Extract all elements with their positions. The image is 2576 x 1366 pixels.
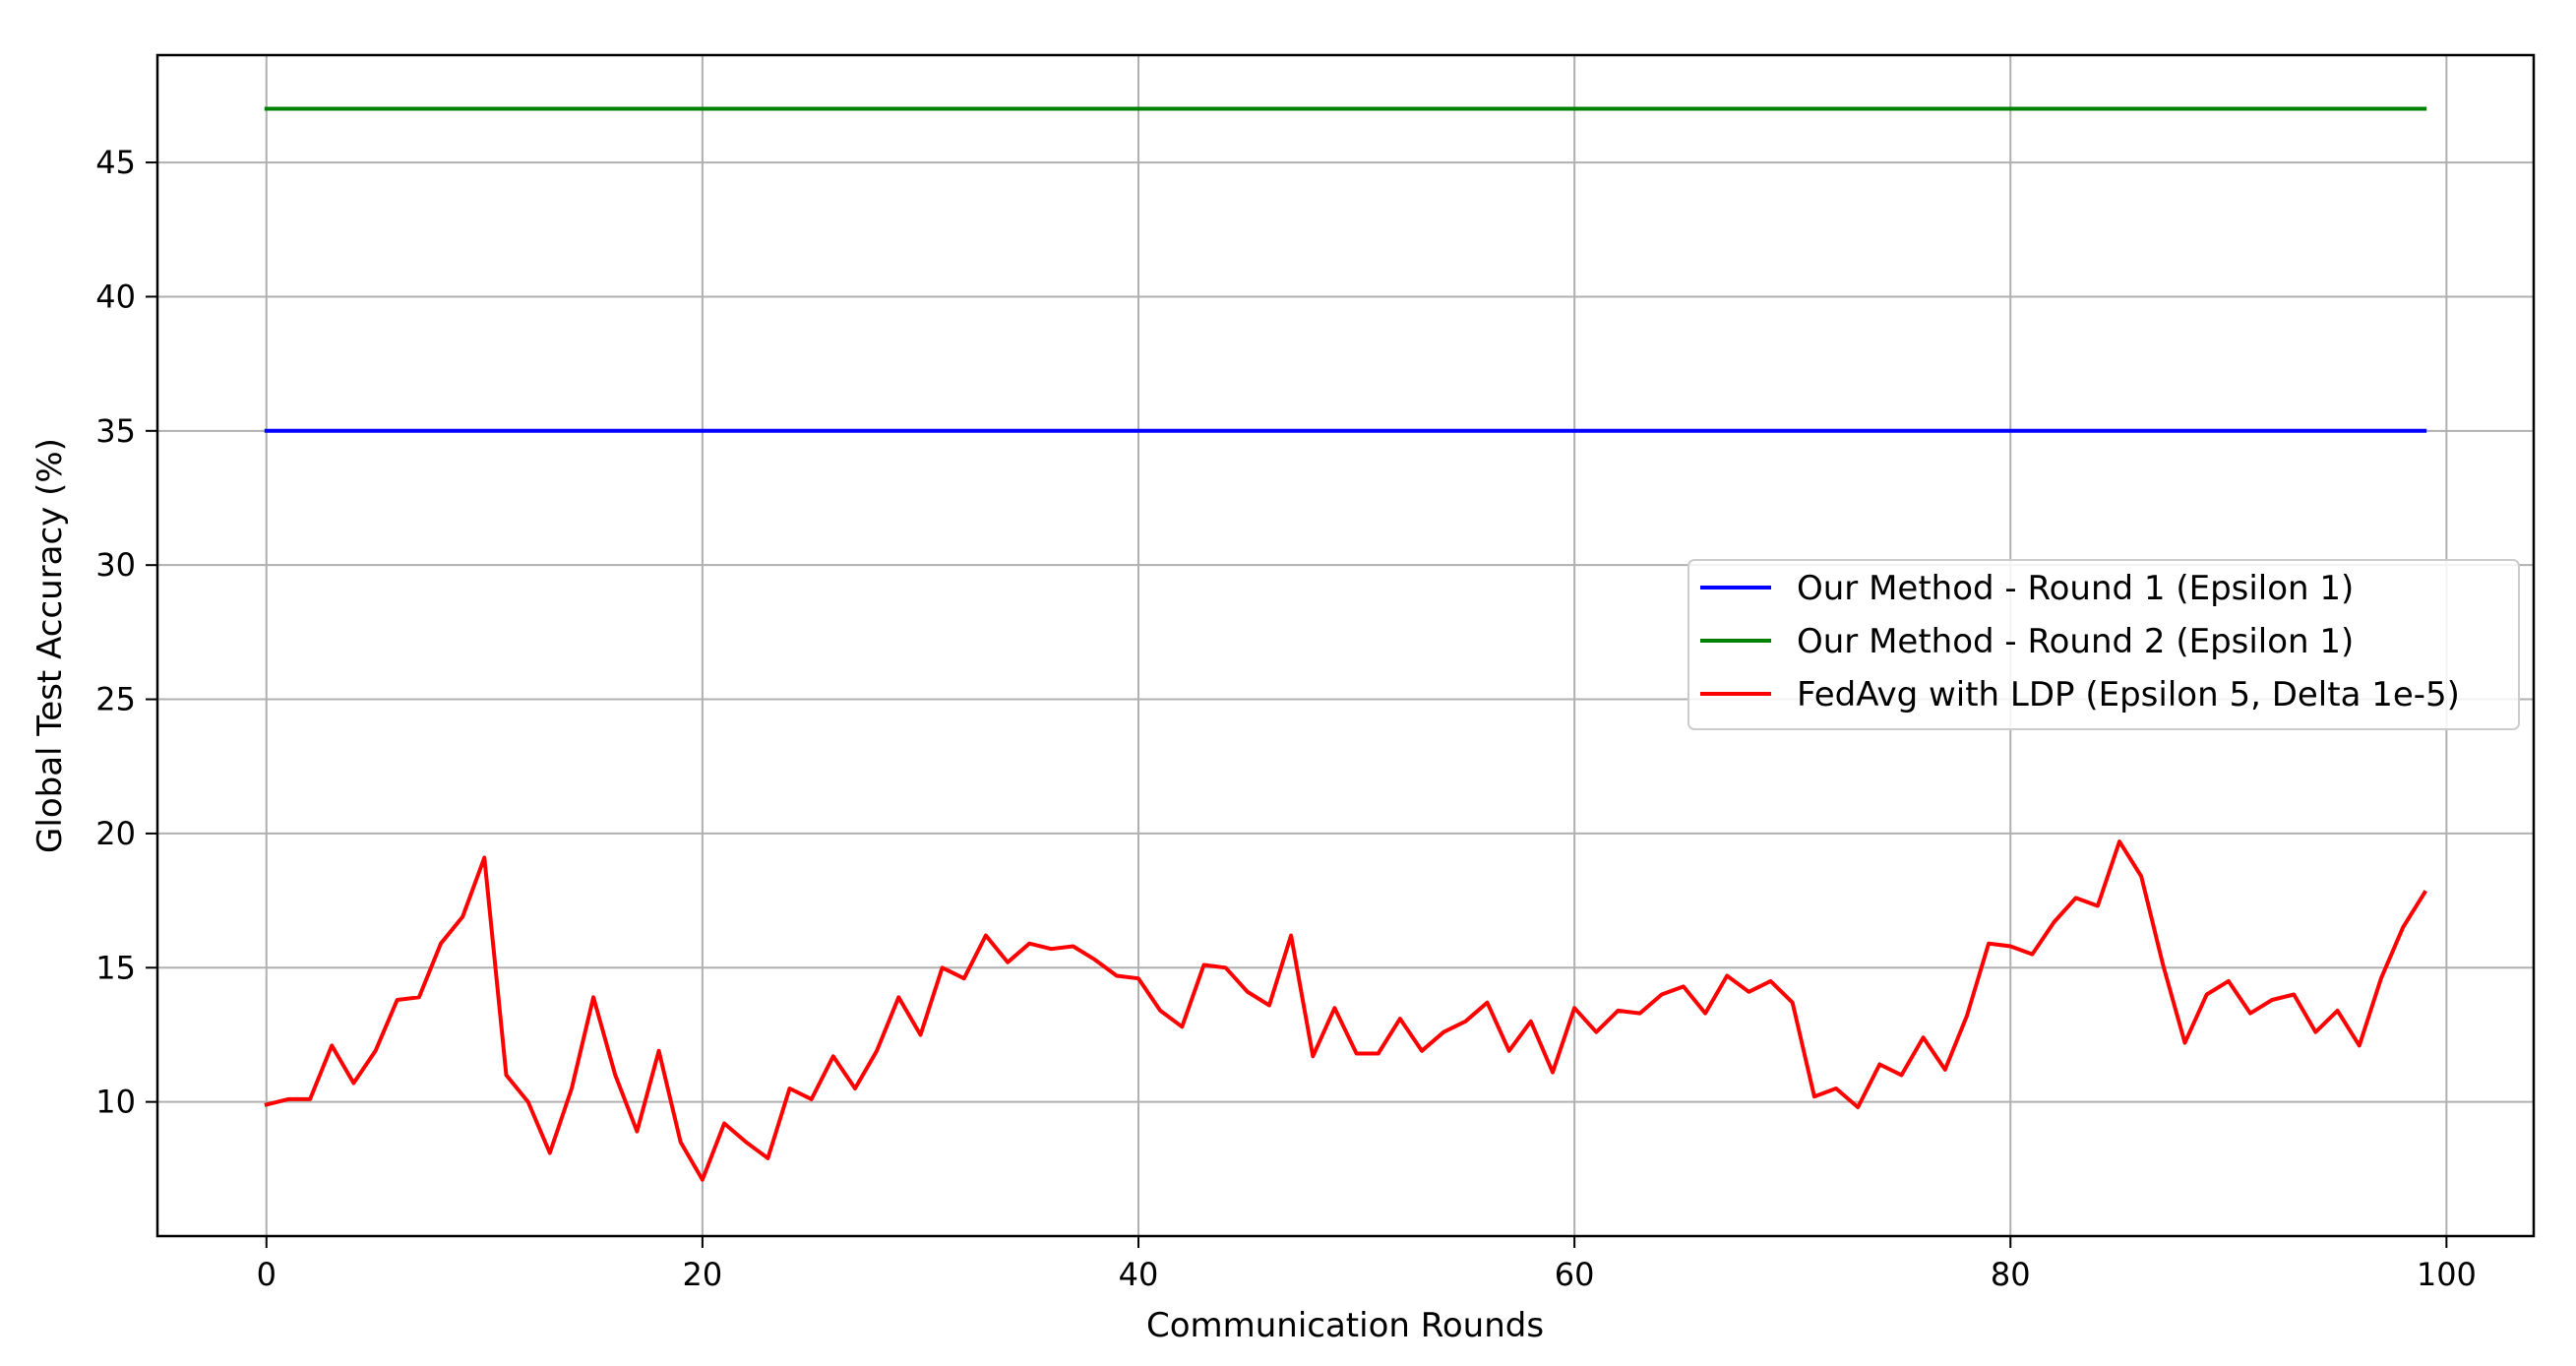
x-tick-label: 40 bbox=[1119, 1256, 1159, 1293]
legend: Our Method - Round 1 (Epsilon 1) Our Meth… bbox=[1687, 559, 2520, 730]
legend-label: Our Method - Round 1 (Epsilon 1) bbox=[1797, 569, 2354, 608]
series-line-3 bbox=[264, 839, 2427, 1182]
axis-ticks: 0 20 40 60 80 100 10 15 20 25 30 35 40 45 bbox=[95, 144, 2477, 1293]
plot-frame bbox=[155, 53, 2536, 1238]
x-tick-label: 80 bbox=[1991, 1256, 2031, 1293]
y-axis-label: Global Test Accuracy (%) bbox=[31, 438, 70, 853]
x-axis-label: Communication Rounds bbox=[1146, 1306, 1544, 1345]
x-tick-label: 20 bbox=[683, 1256, 723, 1293]
legend-label: FedAvg with LDP (Epsilon 5, Delta 1e-5) bbox=[1797, 675, 2460, 714]
y-tick-label: 10 bbox=[95, 1084, 136, 1121]
legend-label: Our Method - Round 2 (Epsilon 1) bbox=[1797, 622, 2354, 661]
y-tick-label: 45 bbox=[95, 144, 136, 181]
legend-box bbox=[1687, 559, 2520, 730]
y-tick-label: 30 bbox=[95, 546, 136, 584]
y-tick-label: 35 bbox=[95, 412, 136, 450]
y-tick-label: 25 bbox=[95, 681, 136, 718]
x-tick-label: 0 bbox=[257, 1256, 276, 1293]
series-lines bbox=[264, 106, 2427, 1182]
y-tick-label: 40 bbox=[95, 278, 136, 315]
y-tick-label: 20 bbox=[95, 815, 136, 852]
x-tick-label: 60 bbox=[1555, 1256, 1595, 1293]
y-tick-label: 15 bbox=[95, 949, 136, 986]
x-tick-label: 100 bbox=[2417, 1256, 2477, 1293]
